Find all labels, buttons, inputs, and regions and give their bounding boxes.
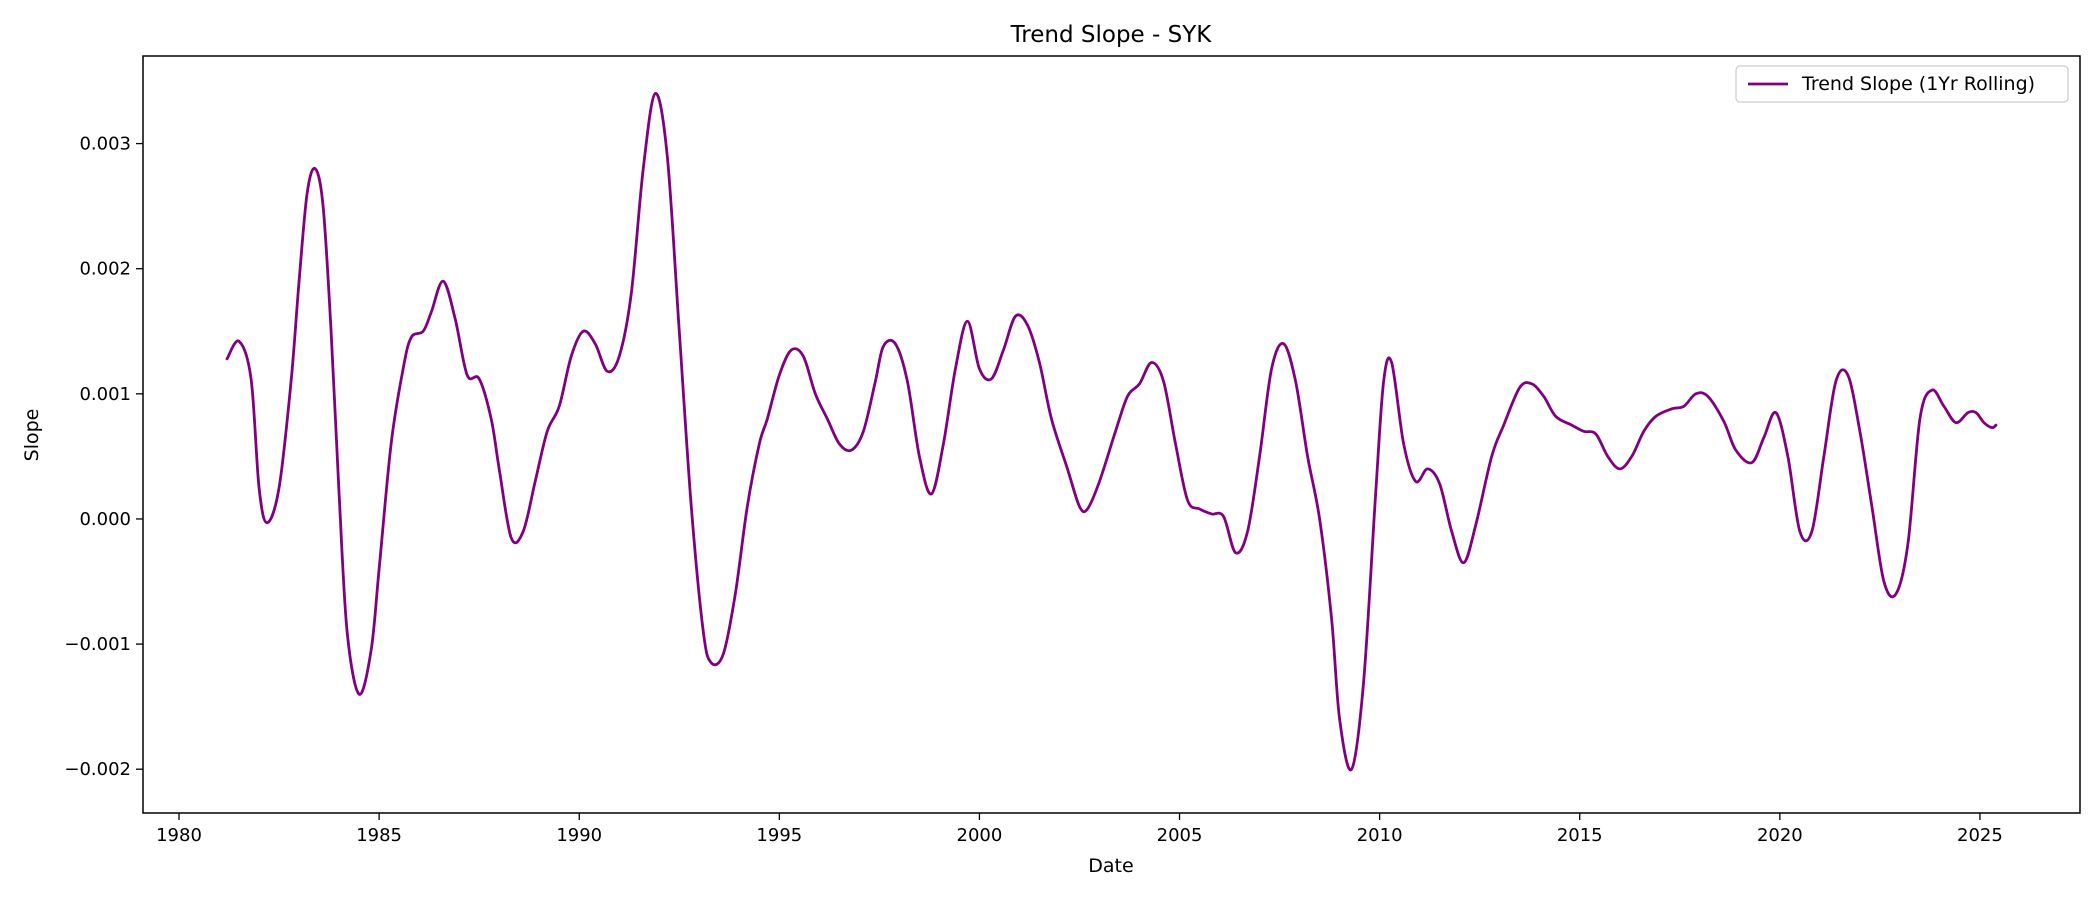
y-tick-label: −0.002: [64, 759, 131, 780]
series-line-trend-slope: [225, 92, 1998, 772]
x-tick-label: 1985: [356, 825, 402, 846]
y-tick-label: −0.001: [64, 634, 131, 655]
x-tick-label: 2000: [957, 825, 1003, 846]
x-tick-label: 1980: [156, 825, 202, 846]
chart-title: Trend Slope - SYK: [1010, 22, 1213, 48]
legend-label: Trend Slope (1Yr Rolling): [1801, 73, 2035, 95]
x-axis-title: Date: [1088, 855, 1133, 877]
legend-box: [1735, 65, 2069, 103]
x-tick-label: 1990: [556, 825, 602, 846]
x-tick-label: 2015: [1557, 825, 1603, 846]
plot-area: 1980 1985 1990 1995 2000 2005 2010 2015 2020 2025…: [64, 55, 2081, 846]
y-tick-label: 0.001: [79, 384, 131, 405]
legend: Trend Slope (1Yr Rolling): [1735, 65, 2069, 103]
y-tick-label: 0.000: [79, 509, 131, 530]
x-tick-label: 2020: [1757, 825, 1803, 846]
y-tick-label: 0.002: [79, 259, 131, 280]
x-tick-label: 2005: [1157, 825, 1203, 846]
plot-frame: [142, 55, 2081, 814]
y-axis: −0.002 −0.001 0.000 0.001 0.002 0.003: [64, 134, 143, 780]
x-axis: 1980 1985 1990 1995 2000 2005 2010 2015 2020 2025: [156, 813, 2003, 846]
x-tick-label: 2025: [1957, 825, 2003, 846]
x-tick-label: 2010: [1357, 825, 1403, 846]
x-tick-label: 1995: [756, 825, 802, 846]
y-axis-title: Slope: [21, 409, 43, 462]
y-tick-label: 0.003: [79, 134, 131, 155]
